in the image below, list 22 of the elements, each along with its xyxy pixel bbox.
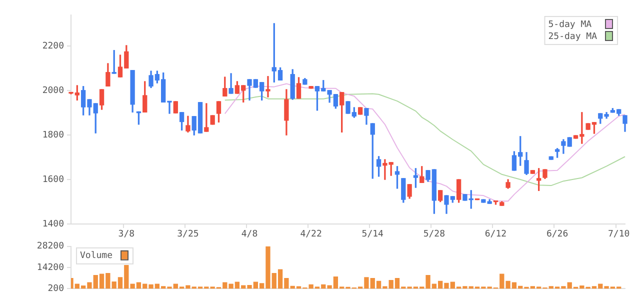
y-tick-label: 200 bbox=[48, 284, 64, 294]
legend-label: 25-day MA bbox=[548, 32, 598, 42]
y-tick-label: 1400 bbox=[42, 219, 64, 230]
x-tick-label: 4/22 bbox=[300, 230, 322, 240]
y-tick-label: 1800 bbox=[42, 130, 64, 140]
legend-label: Volume bbox=[80, 251, 113, 262]
y-tick-label: 14200 bbox=[36, 262, 64, 273]
x-tick-label: 7/10 bbox=[608, 230, 630, 240]
x-tick-label: 3/8 bbox=[118, 230, 135, 240]
x-tick-label: 5/14 bbox=[362, 230, 384, 240]
x-tick-label: 3/25 bbox=[177, 230, 199, 240]
candlestick bbox=[204, 103, 209, 132]
x-tick-label: 6/26 bbox=[546, 230, 568, 240]
legend-label: 5-day MA bbox=[548, 20, 592, 30]
x-tick-label: 4/8 bbox=[241, 230, 258, 240]
candlestick bbox=[266, 76, 270, 98]
y-tick-label: 1600 bbox=[42, 174, 64, 185]
y-tick-label: 28200 bbox=[36, 242, 64, 252]
y-tick-label: 2200 bbox=[42, 41, 64, 52]
x-tick-label: 6/12 bbox=[484, 230, 507, 240]
x-tick-label: 5/28 bbox=[423, 230, 446, 240]
y-tick-label: 2000 bbox=[42, 86, 64, 96]
